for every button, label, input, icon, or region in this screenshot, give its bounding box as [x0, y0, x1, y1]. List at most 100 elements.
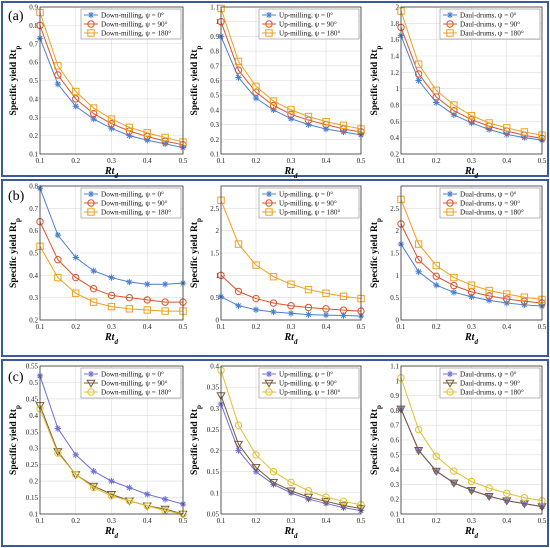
data-point: [485, 484, 493, 492]
row-label-c: (c): [8, 370, 24, 385]
data-point: [89, 109, 98, 118]
data-point: [252, 451, 260, 459]
legend-entry: Dual-drums, ψ = 0°: [443, 191, 517, 199]
y-tick-label: 1.6: [390, 36, 399, 44]
data-point: [503, 124, 511, 132]
y-axis-label: Specific yield Rtp: [190, 218, 203, 288]
legend-marker: [87, 388, 95, 396]
y-tick-label: 0.2: [210, 447, 219, 455]
data-point: [90, 468, 97, 475]
x-axis-label: Rtd: [464, 332, 478, 346]
x-tick-label: 0.3: [287, 517, 296, 525]
series-2: [396, 405, 547, 512]
data-point: [305, 311, 312, 318]
data-point: [520, 128, 529, 136]
data-point: [322, 493, 330, 501]
series-line: [400, 408, 543, 508]
legend-marker: [265, 29, 273, 37]
y-axis-label: Specific yield Rtp: [9, 45, 22, 115]
y-tick-label: 1.2: [390, 69, 399, 77]
legend-entry: Down-milling, ψ = 0°: [84, 191, 164, 199]
data-point: [339, 497, 348, 506]
data-point: [161, 496, 169, 503]
y-tick-label: 0.1: [29, 511, 38, 519]
data-point: [414, 256, 423, 264]
row-frame-a: [1, 1, 549, 177]
legend-label: Daul-drums, ψ = 180°: [460, 389, 524, 397]
x-tick-label: 0.1: [397, 157, 406, 165]
data-point: [107, 302, 116, 311]
x-tick-label: 0.4: [322, 323, 331, 331]
y-tick-label: 1: [396, 377, 400, 385]
legend-entry: Down-milling, ψ = 90°: [84, 380, 168, 388]
data-point: [54, 449, 62, 457]
data-point: [108, 477, 115, 485]
data-point: [521, 134, 528, 141]
data-point: [304, 285, 313, 294]
data-point: [433, 281, 440, 289]
legend-marker: [87, 20, 95, 28]
axes-box: [39, 185, 184, 321]
data-point: [54, 425, 62, 432]
legend-entry: Up-milling, ψ = 0°: [262, 191, 333, 199]
data-point: [322, 305, 330, 313]
y-tick-label: 0.6: [29, 59, 38, 67]
x-tick-label: 0.5: [357, 157, 366, 165]
data-point: [143, 129, 151, 137]
x-tick-label: 0.3: [467, 323, 476, 331]
data-point: [144, 281, 151, 288]
data-point: [72, 87, 80, 96]
series-line: [39, 246, 183, 312]
y-tick-label: 0.8: [29, 22, 38, 30]
y-tick-label: 0.35: [207, 384, 220, 392]
legend-label: Daul-drums, ψ = 180°: [460, 30, 524, 38]
data-point: [432, 86, 440, 94]
data-point: [503, 299, 510, 307]
data-point: [322, 125, 330, 133]
data-point: [108, 274, 115, 281]
series-line: [400, 27, 543, 139]
data-point: [234, 57, 243, 66]
data-point: [125, 497, 134, 505]
x-tick-label: 0.3: [467, 517, 476, 525]
legend-entry: Daul-drums, ψ = 0°: [443, 371, 517, 379]
y-tick-label: 0.9: [29, 4, 38, 12]
data-point: [467, 116, 476, 124]
data-point: [160, 505, 170, 514]
legend-entry: Up-milling, ψ = 90°: [262, 199, 337, 208]
y-tick-label: 1.8: [390, 20, 399, 28]
data-point: [125, 123, 134, 132]
x-tick-label: 0.2: [252, 323, 261, 331]
data-point: [305, 121, 312, 128]
y-tick-label: 0.2: [390, 151, 399, 159]
chart-b1: 0.1 0.2 0.3 0.4 0.50.20.30.40.50.60.70.8Down…: [9, 183, 188, 347]
y-tick-label: 2: [396, 227, 400, 235]
row-frame-c: [1, 359, 549, 547]
data-point: [161, 307, 169, 315]
data-point: [287, 302, 295, 310]
x-tick-label: 0.2: [432, 517, 441, 525]
legend-marker: [446, 388, 454, 396]
x-tick-label: 0.1: [36, 157, 45, 165]
data-point: [414, 425, 423, 434]
legend: Up-milling, ψ = 0°Up-milling, ψ = 90°Up-…: [258, 8, 360, 40]
data-point: [89, 483, 98, 492]
series-line: [220, 274, 362, 312]
x-tick-label: 0.2: [71, 517, 80, 525]
data-point: [54, 256, 62, 264]
data-point: [107, 291, 116, 300]
data-point: [126, 484, 133, 491]
y-tick-label: 1: [396, 272, 400, 280]
data-point: [450, 273, 458, 282]
axes-box: [400, 6, 543, 155]
x-tick-label: 0.2: [432, 323, 441, 331]
legend-label: Daul-drums, ψ = 0°: [460, 371, 517, 379]
legend-entry: Down-milling, ψ = 0°: [84, 12, 164, 20]
y-tick-label: 0.6: [210, 77, 219, 85]
row-label-a: (a): [8, 9, 24, 24]
data-point: [72, 470, 80, 479]
x-tick-label: 0.1: [36, 517, 45, 525]
data-point: [286, 487, 296, 496]
x-tick-label: 0.4: [502, 157, 511, 165]
